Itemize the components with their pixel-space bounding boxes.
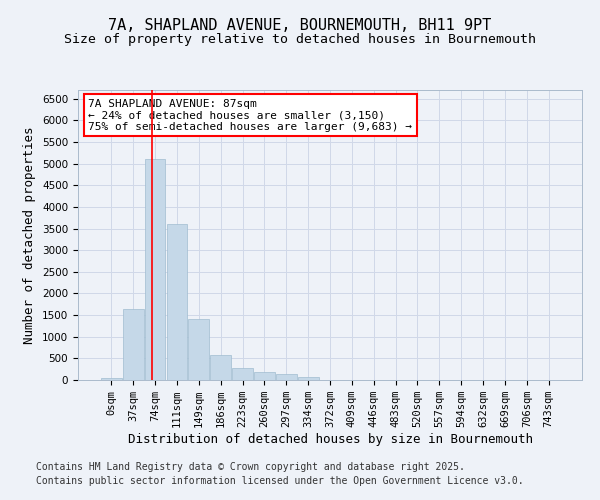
Bar — [232, 368, 253, 380]
Bar — [167, 224, 187, 380]
Bar — [254, 372, 275, 380]
Bar — [101, 378, 122, 380]
Text: Contains HM Land Registry data © Crown copyright and database right 2025.: Contains HM Land Registry data © Crown c… — [36, 462, 465, 472]
Bar — [145, 160, 166, 380]
Text: Contains public sector information licensed under the Open Government Licence v3: Contains public sector information licen… — [36, 476, 524, 486]
X-axis label: Distribution of detached houses by size in Bournemouth: Distribution of detached houses by size … — [128, 433, 533, 446]
Bar — [276, 374, 296, 380]
Y-axis label: Number of detached properties: Number of detached properties — [23, 126, 37, 344]
Text: Size of property relative to detached houses in Bournemouth: Size of property relative to detached ho… — [64, 32, 536, 46]
Bar — [210, 355, 231, 380]
Bar — [123, 308, 143, 380]
Bar — [298, 377, 319, 380]
Text: 7A, SHAPLAND AVENUE, BOURNEMOUTH, BH11 9PT: 7A, SHAPLAND AVENUE, BOURNEMOUTH, BH11 9… — [109, 18, 491, 32]
Bar — [188, 320, 209, 380]
Text: 7A SHAPLAND AVENUE: 87sqm
← 24% of detached houses are smaller (3,150)
75% of se: 7A SHAPLAND AVENUE: 87sqm ← 24% of detac… — [88, 98, 412, 132]
